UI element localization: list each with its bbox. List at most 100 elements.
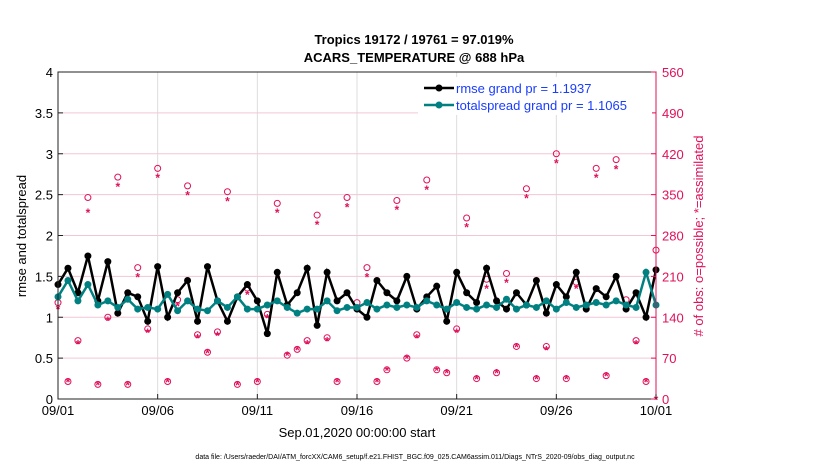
- y2-tick-label: 560: [662, 65, 684, 80]
- obs-assimilated-point: *: [424, 183, 429, 197]
- obs-assimilated-point: *: [654, 393, 659, 407]
- totalspread-point: [184, 297, 192, 305]
- obs-assimilated-point: *: [524, 192, 529, 206]
- obs-possible-point: [134, 264, 142, 272]
- rmse-point: [84, 252, 92, 260]
- obs-possible-point: [493, 369, 501, 377]
- rmse-point: [393, 297, 401, 305]
- y-tick-label: 2.5: [35, 188, 53, 203]
- obs-assimilated-point: *: [96, 378, 101, 392]
- obs-assimilated-point: *: [414, 332, 419, 346]
- obs-possible-point: [204, 348, 211, 356]
- obs-possible-point: [423, 176, 431, 184]
- y-tick-label: 1: [46, 310, 53, 325]
- obs-possible-point: [233, 380, 241, 388]
- obs-assimilated-point: *: [195, 332, 200, 346]
- rmse-point: [223, 317, 231, 325]
- obs-assimilated-point: *: [594, 171, 599, 185]
- rmse-point: [124, 289, 132, 297]
- obs-possible-point: [562, 375, 570, 383]
- totalspread-point: [194, 305, 202, 313]
- rmse-point: [363, 313, 371, 321]
- x-tick-label: 09/26: [540, 403, 573, 418]
- y2-tick-label: 210: [662, 269, 684, 284]
- obs-assimilated-point: *: [265, 311, 270, 325]
- legend-rmse-marker: [435, 84, 443, 92]
- obs-assimilated-point: *: [434, 364, 439, 378]
- obs-assimilated-point: *: [285, 349, 290, 363]
- rmse-point: [552, 281, 560, 289]
- totalspread-point: [273, 297, 281, 305]
- y2-axis-label: # of obs: o=possible; *=assimilated: [691, 136, 706, 337]
- obs-assimilated-point: *: [205, 346, 210, 360]
- rmse-point: [194, 317, 202, 325]
- totalspread-point: [104, 297, 112, 305]
- rmse-point: [403, 272, 411, 280]
- obs-assimilated-point: *: [125, 378, 130, 392]
- y-tick-label: 3: [46, 147, 53, 162]
- obs-possible-point: [64, 377, 72, 385]
- obs-possible-point: [124, 380, 132, 388]
- obs-possible-point: [512, 342, 520, 350]
- totalspread-point: [94, 301, 102, 309]
- obs-possible-point: [542, 342, 550, 350]
- obs-assimilated-point: *: [165, 375, 170, 389]
- rmse-point: [243, 281, 251, 289]
- obs-possible-point: [433, 366, 441, 374]
- totalspread-point: [552, 305, 560, 313]
- totalspread-point: [114, 303, 122, 311]
- obs-possible-point: [413, 331, 421, 339]
- x-tick-label: 09/01: [42, 403, 75, 418]
- totalspread-point: [64, 276, 72, 284]
- obs-count-markers: * * * * * * * * * * * * * * * * * * * * * * * * * * * * * * * * * * * * * * * *…: [54, 150, 660, 407]
- obs-possible-point: [94, 380, 102, 388]
- chart-title-line1: Tropics 19172 / 19761 = 97.019%: [314, 32, 514, 47]
- obs-assimilated-point: *: [305, 338, 310, 352]
- obs-assimilated-point: *: [105, 314, 110, 328]
- totalspread-point: [204, 307, 211, 315]
- y-axis-label: rmse and totalspread: [14, 175, 29, 297]
- totalspread-point: [134, 305, 142, 313]
- obs-assimilated-point: *: [325, 335, 330, 349]
- rmse-point: [343, 289, 351, 297]
- obs-possible-point: [283, 351, 291, 359]
- obs-possible-point: [333, 377, 341, 385]
- y2-tick-label: 70: [662, 351, 676, 366]
- rmse-point: [164, 313, 172, 321]
- rmse-point: [263, 330, 271, 338]
- obs-assimilated-point: *: [295, 343, 300, 357]
- rmse-point: [333, 297, 341, 305]
- obs-possible-point: [74, 337, 82, 345]
- totalspread-point: [463, 303, 471, 311]
- rmse-point: [273, 268, 281, 276]
- obs-possible-point: [463, 214, 471, 222]
- totalspread-point: [174, 307, 182, 315]
- rmse-point: [303, 264, 311, 272]
- obs-assimilated-point: *: [404, 352, 409, 366]
- totalspread-point: [323, 297, 331, 305]
- rmse-point: [313, 321, 321, 329]
- obs-assimilated-point: *: [474, 373, 479, 387]
- x-tick-label: 09/16: [341, 403, 374, 418]
- totalspread-point: [493, 303, 501, 311]
- obs-possible-point: [632, 337, 640, 345]
- obs-assimilated-point: *: [155, 171, 160, 185]
- rmse-point: [64, 264, 72, 272]
- x-tick-label: 09/11: [242, 403, 274, 418]
- obs-possible-point: [184, 182, 192, 190]
- rmse-point: [134, 293, 142, 301]
- obs-assimilated-point: *: [454, 326, 459, 340]
- rmse-point: [493, 297, 501, 305]
- rmse-point: [184, 276, 192, 284]
- y2-tick-label: 140: [662, 310, 684, 325]
- grid: [57, 71, 657, 400]
- obs-possible-point: [642, 377, 650, 385]
- obs-assimilated-point: *: [484, 282, 489, 296]
- rmse-point: [443, 317, 451, 325]
- obs-assimilated-point: *: [365, 270, 370, 284]
- legend-rmse-label: rmse grand pr = 1.1937: [456, 81, 592, 96]
- totalspread-point: [233, 293, 241, 301]
- obs-assimilated-point: *: [644, 375, 649, 389]
- obs-assimilated-point: *: [86, 206, 91, 220]
- obs-possible-point: [343, 194, 351, 202]
